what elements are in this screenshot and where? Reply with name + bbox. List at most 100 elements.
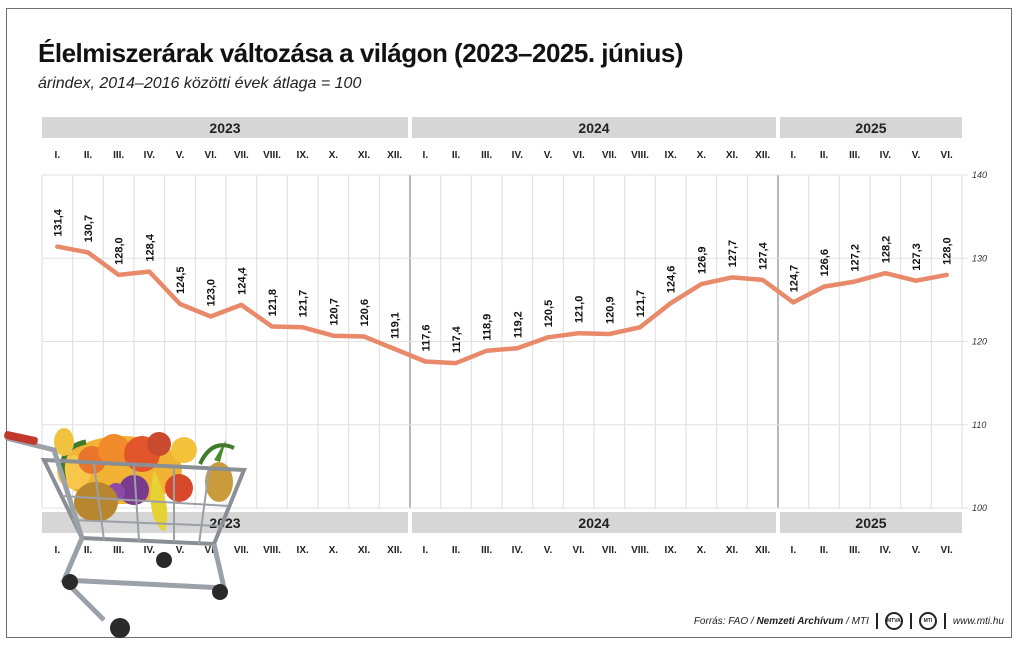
month-label-top: VI. [205,150,217,161]
month-label-bottom: I. [55,545,61,556]
data-label: 121,8 [267,289,279,317]
y-tick-label: 110 [972,420,986,430]
month-label-top: VI. [573,150,585,161]
month-label-top: II. [452,150,461,161]
month-label-bottom: V. [544,545,553,556]
data-label: 126,9 [696,247,708,275]
price-index-line [55,244,949,366]
month-label-bottom: VII. [234,545,249,556]
month-label-bottom: III. [481,545,492,556]
month-label-bottom: VI. [573,545,585,556]
data-label: 124,5 [175,267,187,295]
month-label-top: IV. [880,150,892,161]
month-label-bottom: IX. [665,545,677,556]
month-label-top: I. [791,150,797,161]
data-label: 128,2 [880,236,892,264]
month-label-bottom: VIII. [631,545,649,556]
month-label-top: II. [820,150,829,161]
chart-title: Élelmiszerárak változása a világon (2023… [38,38,684,68]
month-label-top: V. [176,150,185,161]
month-label-bottom: II. [820,545,829,556]
month-label-bottom: IX. [297,545,309,556]
mtva-logo-icon: MTVA [884,612,903,630]
year-label-bottom: 2023 [209,515,240,531]
month-label-top: II. [84,150,93,161]
month-label-top: VII. [602,150,617,161]
data-label: 120,5 [543,300,555,328]
chart-subtitle: árindex, 2014–2016 közötti évek átlaga =… [38,75,362,92]
month-label-top: IX. [297,150,309,161]
data-label: 124,7 [788,265,800,293]
month-label-bottom: XI. [726,545,738,556]
data-label: 128,0 [942,237,954,265]
year-label-top: 2025 [855,120,886,136]
data-label: 121,0 [574,296,586,324]
month-label-top: XI. [358,150,370,161]
month-label-bottom: I. [423,545,429,556]
year-label-bottom: 2025 [855,515,886,531]
month-label-top: XII. [755,150,770,161]
year-label-top: 2024 [578,120,609,136]
year-band-top [42,117,408,138]
year-band-top [412,117,776,138]
data-label: 120,9 [604,296,616,324]
month-label-bottom: X. [697,545,707,556]
data-label: 124,4 [236,266,248,294]
month-label-top: IX. [665,150,677,161]
month-label-bottom: II. [452,545,461,556]
month-label-bottom: VI. [205,545,217,556]
year-band-bottom [412,512,776,533]
month-label-top: IV. [512,150,524,161]
month-label-top: III. [481,150,492,161]
data-label: 126,6 [819,249,831,277]
y-tick-label: 140 [972,170,987,180]
y-tick-label: 120 [972,337,987,347]
footer-divider [909,613,912,629]
data-label: 118,9 [482,314,494,341]
data-label: 117,4 [451,325,463,353]
month-label-bottom: VI. [941,545,953,556]
footer-divider [943,613,946,629]
website-link[interactable]: www.mti.hu [952,615,1004,627]
month-label-top: V. [912,150,921,161]
data-label: 120,6 [359,299,371,327]
month-label-top: XII. [387,150,402,161]
month-label-top: III. [849,150,860,161]
month-label-bottom: IV. [144,545,156,556]
month-label-bottom: III. [113,545,124,556]
y-tick-label: 100 [972,503,987,513]
month-label-top: XI. [726,150,738,161]
year-band-bottom [780,512,962,533]
data-label: 127,2 [850,244,862,272]
month-label-bottom: V. [176,545,185,556]
month-label-top: IV. [144,150,156,161]
data-label: 120,7 [328,298,340,326]
month-label-top: I. [55,150,61,161]
data-label: 131,4 [52,208,64,236]
data-label: 130,7 [83,215,95,243]
data-label: 128,0 [114,237,126,265]
month-label-bottom: IV. [880,545,892,556]
year-band-bottom [42,512,408,533]
data-label: 123,0 [206,279,218,307]
month-label-bottom: XII. [755,545,770,556]
month-label-bottom: IV. [512,545,524,556]
month-label-bottom: VIII. [263,545,281,556]
data-label: 117,6 [420,325,432,352]
month-label-bottom: X. [329,545,339,556]
month-label-top: X. [329,150,339,161]
source-text: Forrás: FAO / Nemzeti Archívum / MTI [693,615,869,627]
month-label-top: V. [544,150,553,161]
data-label: 119,2 [512,311,524,338]
line-chart: 2023 2023 2024 2024 2025 2025 I. I. II. II. III. II… [41,117,987,556]
data-label: 121,7 [298,290,310,318]
data-label: 119,1 [390,312,402,339]
month-label-top: VI. [941,150,953,161]
month-label-bottom: XII. [387,545,402,556]
month-label-top: VIII. [263,150,281,161]
month-label-bottom: I. [791,545,797,556]
data-label: 127,7 [727,240,739,268]
year-label-bottom: 2024 [578,515,609,531]
month-label-bottom: XI. [358,545,370,556]
data-label: 124,6 [666,266,678,294]
